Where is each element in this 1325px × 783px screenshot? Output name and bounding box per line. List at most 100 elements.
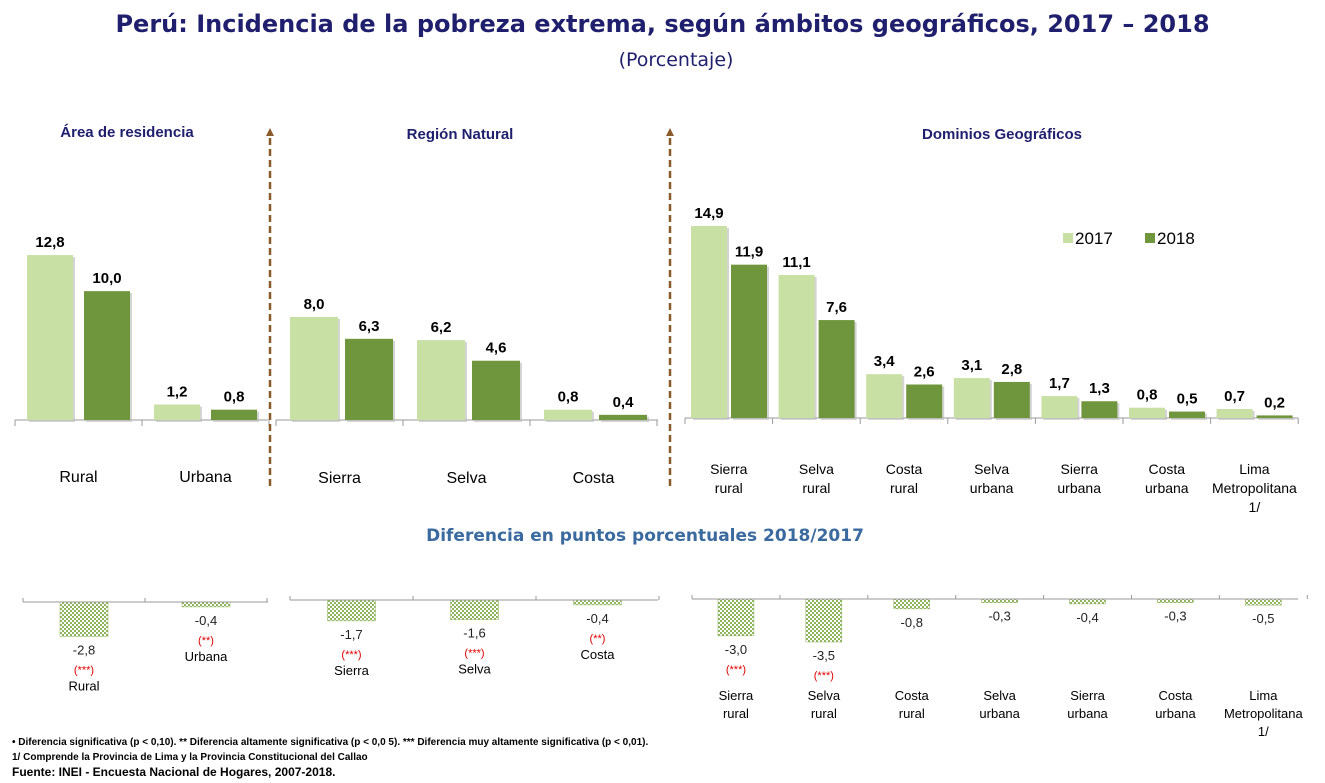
data-label-2017-costa-rural: 3,4	[874, 353, 896, 370]
category-label-selva-urbana: Selva	[974, 461, 1009, 477]
diff-label-sierra-urbana: -0,4	[1076, 610, 1098, 625]
data-label-2018-costa: 0,4	[613, 394, 635, 411]
bar-2017-sierra-urbana	[1041, 396, 1078, 418]
bar-2017-urbana	[154, 404, 200, 420]
lima-note: 1/ Comprende la Provincia de Lima y la P…	[12, 752, 368, 763]
significance-marker-costa: (**)	[590, 633, 606, 645]
diff-category-label-selva-urbana: urbana	[979, 706, 1020, 721]
diff-category-label-lima-metropolitana-1: Metropolitana	[1224, 706, 1304, 721]
data-label-2017-costa: 0,8	[558, 389, 579, 406]
bar-shadow	[1258, 417, 1295, 420]
chart-title: Perú: Incidencia de la pobreza extrema, …	[115, 10, 1210, 38]
category-label-costa: Costa	[573, 470, 615, 487]
bar-2017-lima-metropolitana-1	[1216, 408, 1253, 418]
panel-title-región-natural: Región Natural	[407, 126, 514, 143]
diff-bar-costa	[573, 599, 622, 606]
diff-category-label-rural: Rural	[68, 678, 99, 693]
diff-label-rural: -2,8	[73, 642, 95, 657]
diff-bar-sierra-rural	[717, 598, 755, 637]
diff-category-label-selva-rural: rural	[811, 706, 837, 721]
bar-2018-costa-urbana	[1169, 411, 1205, 418]
diff-label-selva-rural: -3,5	[813, 648, 835, 663]
diff-category-label-costa-urbana: urbana	[1155, 706, 1196, 721]
category-label-sierra-urbana: Sierra	[1061, 461, 1099, 477]
data-label-2017-selva-urbana: 3,1	[961, 357, 982, 374]
bar-2018-lima-metropolitana-1	[1256, 415, 1293, 418]
diff-category-label-urbana: Urbana	[185, 649, 228, 664]
data-label-2018-urbana: 0,8	[224, 389, 245, 406]
significance-marker-urbana: (**)	[198, 635, 214, 647]
significance-marker-sierra-rural: (***)	[726, 664, 746, 676]
diff-bar-selva-rural	[805, 598, 843, 643]
diff-label-sierra: -1,7	[340, 627, 362, 642]
panel-title-área-de-residencia: Área de residencia	[60, 124, 194, 141]
diff-category-label-sierra: Sierra	[334, 663, 369, 678]
data-label-2018-sierra-urbana: 1,3	[1089, 380, 1110, 397]
data-label-2018-rural: 10,0	[92, 270, 121, 287]
diff-bar-selva	[450, 599, 499, 620]
data-label-2018-selva: 4,6	[486, 340, 507, 357]
data-label-2017-lima-metropolitana-1: 0,7	[1224, 388, 1245, 405]
legend-swatch-2018	[1145, 233, 1155, 243]
difference-section-title: Diferencia en puntos porcentuales 2018/2…	[426, 526, 864, 546]
data-label-2017-urbana: 1,2	[167, 384, 188, 401]
significance-marker-selva-rural: (***)	[814, 670, 834, 682]
diff-category-label-selva-rural: Selva	[808, 688, 841, 703]
diff-category-label-lima-metropolitana-1: Lima	[1249, 688, 1278, 703]
panel-divider-arrow-icon	[266, 128, 274, 136]
diff-bar-selva-urbana	[981, 598, 1018, 603]
category-label-lima-metropolitana-1: Lima	[1239, 461, 1270, 477]
diff-bar-sierra	[327, 599, 376, 622]
category-label-selva-rural: rural	[802, 480, 830, 496]
bar-2018-selva	[472, 360, 520, 420]
legend-label-2018: 2018	[1157, 229, 1195, 248]
category-label-costa-rural: rural	[890, 480, 918, 496]
significance-marker-sierra: (***)	[341, 649, 361, 661]
diff-category-label-sierra-rural: Sierra	[719, 688, 754, 703]
data-label-2017-sierra-rural: 14,9	[694, 205, 723, 222]
data-label-2017-costa-urbana: 0,8	[1137, 387, 1158, 404]
legend-swatch-2017	[1063, 233, 1073, 243]
category-label-sierra: Sierra	[318, 470, 361, 487]
bar-2018-sierra-rural	[731, 264, 767, 418]
data-label-2017-rural: 12,8	[35, 234, 64, 251]
bar-2017-sierra	[290, 316, 338, 420]
diff-category-label-selva: Selva	[458, 662, 491, 677]
diff-label-sierra-rural: -3,0	[725, 642, 747, 657]
category-label-sierra-urbana: urbana	[1057, 480, 1101, 496]
category-label-lima-metropolitana-1: Metropolitana	[1212, 480, 1297, 496]
diff-label-selva: -1,6	[463, 626, 485, 641]
data-label-2017-sierra-urbana: 1,7	[1049, 375, 1070, 392]
diff-label-urbana: -0,4	[195, 613, 217, 628]
data-label-2017-selva: 6,2	[431, 319, 452, 336]
diff-bar-costa-urbana	[1157, 598, 1194, 603]
data-label-2018-costa-urbana: 0,5	[1177, 391, 1198, 408]
category-label-lima-metropolitana-1: 1/	[1249, 499, 1261, 515]
diff-bar-sierra-urbana	[1069, 598, 1106, 605]
category-label-sierra-rural: Sierra	[710, 461, 748, 477]
category-label-costa-urbana: urbana	[1145, 480, 1189, 496]
data-label-2018-costa-rural: 2,6	[914, 363, 935, 380]
bar-2017-sierra-rural	[691, 226, 727, 418]
diff-category-label-costa-urbana: Costa	[1158, 688, 1193, 703]
diff-category-label-sierra-urbana: urbana	[1067, 706, 1108, 721]
diff-category-label-sierra-urbana: Sierra	[1070, 688, 1105, 703]
bar-2017-costa-rural	[866, 374, 903, 418]
bar-2017-selva	[417, 340, 465, 420]
diff-bar-lima-metropolitana-1	[1245, 598, 1282, 606]
source-note: Fuente: INEI - Encuesta Nacional de Hoga…	[12, 765, 336, 779]
bar-2017-costa-urbana	[1129, 407, 1165, 418]
category-label-costa-rural: Costa	[886, 461, 923, 477]
significance-marker-selva: (***)	[464, 648, 484, 660]
category-label-costa-urbana: Costa	[1149, 461, 1186, 477]
category-label-urbana: Urbana	[179, 469, 232, 486]
footnotes: • Diferencia significativa (p < 0,10). *…	[12, 735, 648, 780]
bar-2018-costa-rural	[906, 384, 943, 418]
data-label-2018-sierra-rural: 11,9	[735, 244, 763, 261]
diff-label-lima-metropolitana-1: -0,5	[1252, 611, 1274, 626]
bar-2017-costa	[544, 409, 592, 420]
diff-category-label-lima-metropolitana-1: 1/	[1258, 724, 1269, 739]
bar-2018-selva-rural	[818, 320, 855, 418]
diff-category-label-selva-urbana: Selva	[983, 688, 1016, 703]
